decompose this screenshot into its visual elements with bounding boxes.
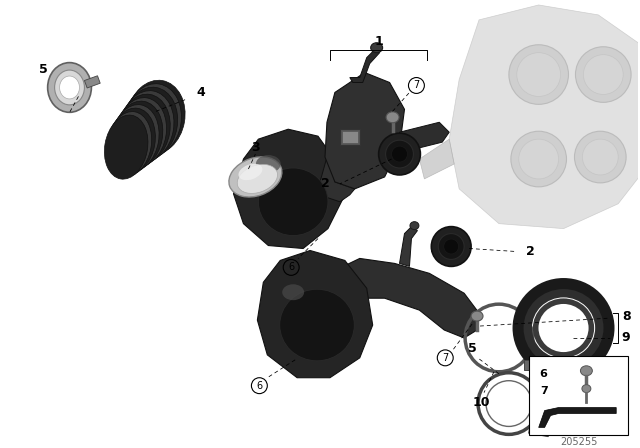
- Ellipse shape: [580, 366, 593, 376]
- Ellipse shape: [120, 90, 174, 162]
- Polygon shape: [234, 129, 343, 249]
- Circle shape: [575, 131, 626, 183]
- Circle shape: [584, 55, 623, 95]
- Circle shape: [519, 139, 559, 179]
- Polygon shape: [399, 122, 449, 152]
- Ellipse shape: [386, 140, 413, 168]
- Ellipse shape: [109, 108, 156, 174]
- Ellipse shape: [237, 164, 278, 194]
- Ellipse shape: [111, 105, 159, 172]
- Ellipse shape: [280, 289, 355, 361]
- Ellipse shape: [127, 80, 185, 155]
- Ellipse shape: [541, 307, 586, 349]
- Text: 10: 10: [472, 396, 490, 409]
- Ellipse shape: [47, 63, 92, 112]
- Ellipse shape: [259, 168, 328, 236]
- Ellipse shape: [444, 239, 459, 254]
- Ellipse shape: [60, 76, 79, 99]
- Ellipse shape: [122, 87, 178, 159]
- Bar: [340, 129, 360, 145]
- Polygon shape: [338, 139, 372, 164]
- Circle shape: [509, 45, 568, 104]
- Text: 1: 1: [374, 35, 383, 48]
- Polygon shape: [419, 139, 454, 179]
- Ellipse shape: [118, 94, 170, 164]
- Bar: [529, 422, 550, 437]
- Bar: [524, 360, 541, 370]
- Ellipse shape: [379, 133, 420, 175]
- Polygon shape: [335, 258, 479, 338]
- Bar: [431, 241, 441, 251]
- Circle shape: [582, 139, 618, 175]
- Ellipse shape: [386, 112, 399, 123]
- Text: 2: 2: [321, 177, 330, 190]
- Ellipse shape: [431, 227, 471, 267]
- Bar: [342, 131, 358, 143]
- Ellipse shape: [54, 70, 84, 105]
- Text: 7: 7: [540, 386, 548, 396]
- Circle shape: [511, 131, 566, 187]
- Text: 6: 6: [288, 263, 294, 272]
- Ellipse shape: [239, 164, 262, 180]
- Text: 7: 7: [413, 81, 420, 90]
- Polygon shape: [539, 408, 616, 427]
- Bar: [84, 76, 100, 88]
- Ellipse shape: [116, 98, 166, 167]
- Text: 6: 6: [256, 381, 262, 391]
- Ellipse shape: [229, 157, 282, 197]
- Bar: [529, 356, 628, 435]
- Ellipse shape: [582, 385, 591, 392]
- Ellipse shape: [113, 101, 163, 169]
- Ellipse shape: [410, 222, 419, 230]
- Text: 6: 6: [540, 369, 548, 379]
- Polygon shape: [399, 227, 417, 267]
- Text: 2: 2: [526, 245, 535, 258]
- Ellipse shape: [256, 155, 281, 173]
- Bar: [379, 148, 390, 160]
- Ellipse shape: [125, 84, 181, 157]
- Text: 4: 4: [196, 86, 205, 99]
- Text: 205255: 205255: [560, 437, 597, 448]
- Ellipse shape: [471, 311, 483, 321]
- Ellipse shape: [438, 233, 464, 259]
- Polygon shape: [449, 5, 640, 228]
- Ellipse shape: [282, 284, 304, 300]
- Polygon shape: [320, 157, 355, 202]
- Polygon shape: [350, 50, 380, 82]
- Ellipse shape: [107, 112, 152, 177]
- Text: 9: 9: [622, 332, 630, 345]
- Text: 7: 7: [442, 353, 449, 363]
- Text: 8: 8: [622, 310, 630, 323]
- Ellipse shape: [392, 146, 408, 162]
- Polygon shape: [257, 250, 372, 378]
- Polygon shape: [325, 73, 404, 189]
- Text: 3: 3: [251, 141, 260, 154]
- Ellipse shape: [371, 43, 383, 53]
- Circle shape: [517, 53, 561, 96]
- Text: 5: 5: [468, 342, 476, 355]
- Circle shape: [575, 47, 631, 103]
- Ellipse shape: [104, 115, 148, 179]
- Text: 5: 5: [39, 63, 48, 76]
